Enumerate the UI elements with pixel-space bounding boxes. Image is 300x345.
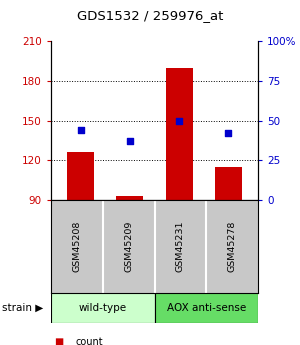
Text: GSM45278: GSM45278 xyxy=(228,221,237,272)
Point xyxy=(177,118,182,124)
Bar xyxy=(116,196,143,200)
Text: AOX anti-sense: AOX anti-sense xyxy=(167,303,246,313)
Text: GSM45209: GSM45209 xyxy=(124,221,133,272)
Point xyxy=(128,139,132,144)
Point xyxy=(226,131,231,136)
Text: GDS1532 / 259976_at: GDS1532 / 259976_at xyxy=(77,9,223,22)
Bar xyxy=(67,152,94,200)
Text: wild-type: wild-type xyxy=(79,303,127,313)
Bar xyxy=(51,293,154,323)
Point xyxy=(78,128,83,133)
Text: count: count xyxy=(75,337,103,345)
Text: ■: ■ xyxy=(54,337,63,345)
Text: GSM45208: GSM45208 xyxy=(72,221,81,272)
Text: GSM45231: GSM45231 xyxy=(176,221,185,273)
Text: strain ▶: strain ▶ xyxy=(2,303,43,313)
Bar xyxy=(154,293,258,323)
Bar xyxy=(215,167,242,200)
Bar xyxy=(166,68,193,200)
